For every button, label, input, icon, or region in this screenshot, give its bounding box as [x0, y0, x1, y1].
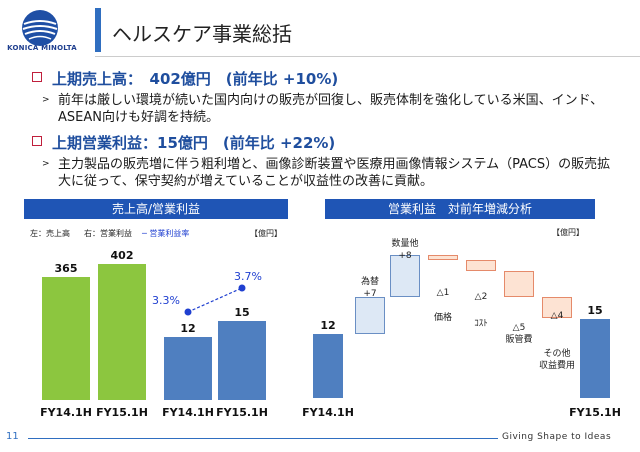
bullet-square-icon: [32, 136, 42, 146]
x-tick-label: FY15.1H: [216, 406, 268, 419]
sales-bar: [42, 276, 90, 400]
waterfall-step-label: その他 収益費用: [528, 348, 586, 372]
waterfall-step-value: △2: [474, 292, 488, 302]
sales-value-label: 402: [110, 249, 134, 263]
page-number: 11: [6, 431, 19, 442]
profit-value-label: 12: [180, 322, 196, 335]
x-tick-label: FY14.1H: [302, 406, 354, 419]
title-accent-bar: [95, 8, 101, 52]
legend-rate: ─ 営業利益率: [142, 229, 190, 238]
section-body-sales: > 前年は厳しい環境が続いた国内向けの販売が回復し、販売体制を強化している米国、…: [42, 92, 618, 126]
section-body-text: 前年は厳しい環境が続いた国内向けの販売が回復し、販売体制を強化している米国、イン…: [58, 93, 604, 125]
right-chart-unit: 【億円】: [552, 228, 584, 237]
legend-sales: 左：売上高: [30, 229, 70, 238]
waterfall-bar: [390, 254, 420, 298]
section-heading-text: 上期営業利益：15億円 (前年比 +22%): [52, 134, 336, 152]
rate-line: [187, 287, 243, 313]
rate-value-label: 3.7%: [234, 270, 262, 283]
header-divider: [95, 56, 640, 57]
arrow-bullet-icon: >: [42, 159, 50, 169]
section-heading-text: 上期売上高： 402億円 (前年比 +10%): [52, 70, 339, 88]
profit-bar: [164, 337, 212, 400]
waterfall-bar: [428, 254, 458, 261]
step-text: △5: [512, 323, 526, 333]
rate-point: [238, 284, 246, 292]
section-heading-sales: 上期売上高： 402億円 (前年比 +10%): [32, 68, 338, 89]
footer-tagline: Giving Shape to Ideas: [502, 432, 612, 442]
waterfall-step-label: △5 販管費: [492, 322, 546, 346]
legend-profit: 右：営業利益: [84, 229, 132, 238]
waterfall-bar: [466, 260, 496, 271]
arrow-bullet-icon: >: [42, 95, 50, 105]
step-text: 為替: [360, 277, 379, 287]
waterfall-bar: [355, 297, 385, 335]
rate-point: [184, 308, 192, 316]
waterfall-bar: [313, 334, 343, 398]
bullet-square-icon: [32, 72, 42, 82]
x-tick-label: FY14.1H: [40, 406, 92, 419]
waterfall-step-label: 数量他 +8: [378, 238, 432, 262]
waterfall-step-value: △1: [436, 288, 450, 298]
step-text: 価格: [433, 313, 452, 323]
company-logo-icon: [22, 10, 58, 46]
step-text: 数量他: [391, 239, 419, 249]
x-tick-label: FY15.1H: [96, 406, 148, 419]
footer-divider: [28, 438, 498, 439]
rate-value-label: 3.3%: [152, 294, 180, 307]
step-text: 収益費用: [538, 361, 575, 371]
brand-name: KONICA MINOLTA: [7, 44, 77, 52]
waterfall-bar: [504, 270, 534, 298]
section-body-text: 主力製品の販売増に伴う粗利増と、画像診断装置や医療用画像情報システム（PACS）…: [58, 157, 611, 189]
waterfall-value-label: 12: [320, 319, 336, 333]
waterfall-step-label: ｺｽﾄ: [452, 318, 510, 330]
left-chart-header: 売上高/営業利益: [24, 199, 288, 219]
step-text: ｺｽﾄ: [474, 319, 488, 329]
right-chart-header: 営業利益 対前年増減分析: [325, 199, 595, 219]
waterfall-step-label: 価格: [414, 312, 472, 324]
waterfall-step-label: 為替 +7: [343, 276, 397, 300]
section-heading-profit: 上期営業利益：15億円 (前年比 +22%): [32, 132, 335, 153]
step-text: 販管費: [505, 335, 533, 345]
waterfall-value-label: 15: [587, 303, 603, 317]
sales-value-label: 365: [54, 261, 78, 275]
step-text: +8: [398, 251, 412, 261]
sales-bar: [98, 264, 146, 400]
x-tick-label: FY14.1H: [162, 406, 214, 419]
waterfall-bar: [580, 318, 610, 398]
step-text: その他: [543, 349, 571, 359]
page-title: ヘルスケア事業総括: [112, 22, 292, 46]
section-body-profit: > 主力製品の販売増に伴う粗利増と、画像診断装置や医療用画像情報システム（PAC…: [42, 156, 618, 190]
step-text: +7: [363, 289, 377, 299]
profit-value-label: 15: [234, 306, 250, 320]
profit-bar: [218, 321, 266, 400]
left-chart-unit: 【億円】: [250, 229, 282, 238]
waterfall-step-value: △4: [550, 311, 564, 321]
x-tick-label: FY15.1H: [569, 406, 621, 419]
waterfall-bar: [542, 297, 572, 319]
